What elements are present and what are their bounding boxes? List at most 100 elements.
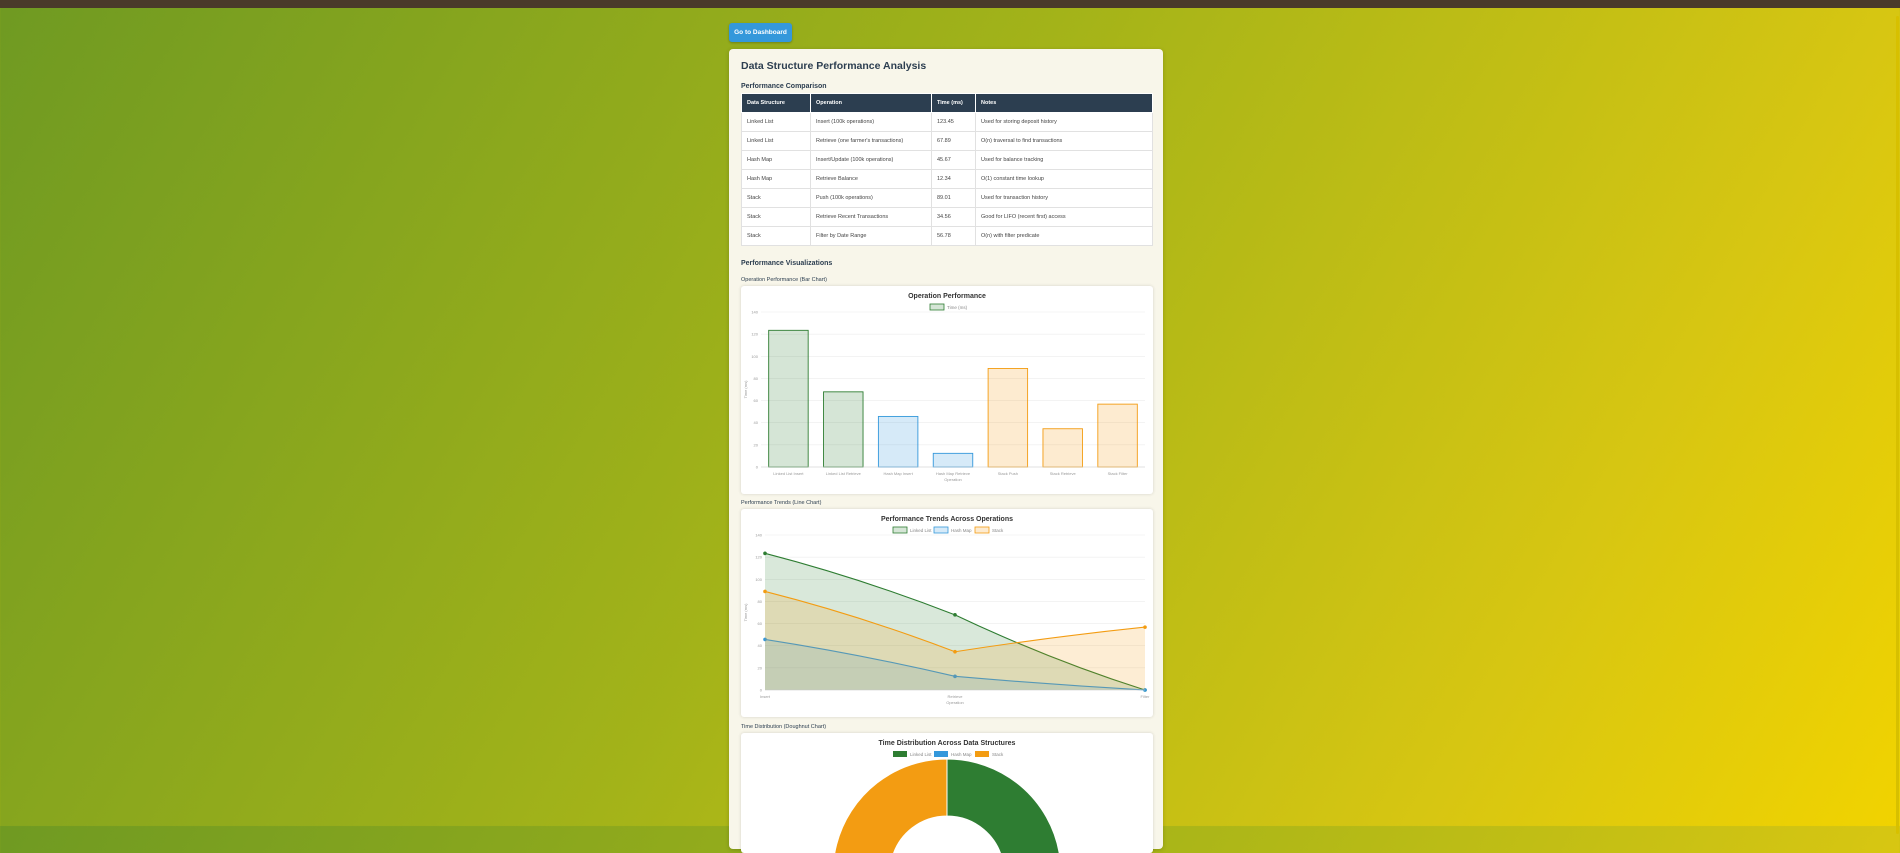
cell-operation: Retrieve Balance [810, 169, 932, 189]
bar [823, 391, 864, 468]
cell-data-structure: Hash Map [741, 150, 811, 170]
chart-title: Performance Trends Across Operations [881, 516, 1013, 523]
table-row: Linked List Retrieve (one farmer's trans… [741, 131, 1153, 151]
series-area [765, 591, 1145, 690]
comparison-heading: Performance Comparison [741, 83, 827, 90]
cell-time: 123.45 [931, 112, 976, 132]
bar-section-label: Operation Performance (Bar Chart) [741, 277, 827, 283]
line-section-label: Performance Trends (Line Chart) [741, 500, 822, 506]
column-header: Time (ms) [931, 93, 976, 113]
cell-time: 12.34 [931, 169, 976, 189]
cell-operation: Retrieve (one farmer's transactions) [810, 131, 932, 151]
y-tick-label: 140 [755, 533, 762, 538]
data-point [1143, 625, 1147, 629]
legend-label: Time (ms) [947, 305, 968, 310]
data-point [953, 649, 957, 654]
data-point [763, 551, 767, 556]
cell-time: 89.01 [931, 188, 976, 208]
performance-table: Data Structure Operation Time (ms) Notes… [741, 93, 1153, 246]
bar [768, 329, 809, 468]
bar-chart-card: Operation Performance Time (ms) 0 20 40 60 80 1… [741, 286, 1153, 494]
bar [877, 415, 919, 468]
x-axis-label: Operation [946, 700, 964, 705]
legend-swatch [893, 751, 907, 757]
y-tick-label: 120 [755, 555, 762, 560]
column-header: Data Structure [741, 93, 811, 113]
cell-notes: Used for transaction history [975, 188, 1153, 208]
column-header: Notes [975, 93, 1153, 113]
browser-top-strip [0, 0, 1900, 8]
table-row: Stack Push (100k operations) 89.01 Used … [741, 188, 1153, 208]
y-tick-label: 140 [751, 310, 758, 315]
data-point [763, 589, 767, 594]
chart-title: Operation Performance [908, 293, 986, 300]
cell-notes: Used for balance tracking [975, 150, 1153, 170]
legend-swatch [975, 751, 989, 757]
legend-label: Hash Map [951, 528, 972, 533]
doughnut-slice [834, 758, 948, 853]
x-tick-label: Stack Retrieve [1050, 471, 1077, 476]
x-tick-label: Filter [1141, 694, 1151, 699]
x-tick-label: Insert [760, 694, 771, 699]
y-tick-label: 20 [758, 665, 763, 670]
legend-swatch [929, 303, 945, 311]
x-tick-label: Stack Push [998, 471, 1018, 476]
series-area [765, 639, 1145, 690]
bar [932, 452, 974, 468]
doughnut-chart-card: Time Distribution Across Data Structures… [741, 733, 1153, 853]
legend-swatch [933, 526, 949, 534]
cell-notes: O(n) with filter predicate [975, 226, 1153, 246]
legend-swatch [892, 526, 908, 534]
page-scrollbar[interactable] [1894, 8, 1900, 834]
cell-time: 34.56 [931, 207, 976, 227]
cell-notes: Good for LIFO (recent first) access [975, 207, 1153, 227]
legend-swatch [974, 526, 990, 534]
y-tick-label: 100 [751, 354, 758, 359]
line-chart: Performance Trends Across Operations Link… [743, 516, 1151, 705]
doughnut-section-label: Time Distribution (Doughnut Chart) [741, 724, 827, 730]
cell-time: 45.67 [931, 150, 976, 170]
doughnut-slice [946, 758, 1060, 853]
y-tick-label: 120 [751, 332, 758, 337]
legend-label: Hash Map [951, 752, 972, 757]
x-tick-label: Linked List Insert [773, 471, 804, 476]
y-tick-label: 80 [758, 599, 763, 604]
scrollbar-thumb[interactable] [1896, 16, 1899, 834]
y-tick-label: 0 [756, 465, 759, 470]
table-row: Stack Retrieve Recent Transactions 34.56… [741, 207, 1153, 227]
cell-data-structure: Stack [741, 226, 811, 246]
cell-data-structure: Stack [741, 188, 811, 208]
cell-data-structure: Stack [741, 207, 811, 227]
x-tick-label: Linked List Retrieve [826, 471, 862, 476]
y-axis-label: Time (ms) [743, 380, 748, 399]
table-row: Linked List Insert (100k operations) 123… [741, 112, 1153, 132]
x-tick-label: Stack Filter [1108, 471, 1129, 476]
legend-swatch [934, 751, 948, 757]
cell-data-structure: Linked List [741, 112, 811, 132]
line-chart-card: Performance Trends Across Operations Link… [741, 509, 1153, 717]
cell-time: 56.78 [931, 226, 976, 246]
x-tick-label: Retrieve [948, 694, 964, 699]
cell-operation: Insert/Update (100k operations) [810, 150, 932, 170]
legend-label: Linked List [910, 752, 932, 757]
cell-notes: O(n) traversal to find transactions [975, 131, 1153, 151]
bar [1097, 403, 1138, 468]
column-header: Operation [810, 93, 932, 113]
y-tick-label: 60 [754, 398, 759, 403]
page-title: Data Structure Performance Analysis [741, 60, 927, 72]
x-tick-label: Hash Map Insert [883, 471, 913, 476]
cell-operation: Insert (100k operations) [810, 112, 932, 132]
data-point [953, 613, 957, 617]
cell-data-structure: Hash Map [741, 169, 811, 189]
y-tick-label: 60 [758, 621, 763, 626]
data-point [953, 674, 957, 679]
go-to-dashboard-button[interactable]: Go to Dashboard [729, 23, 792, 42]
legend-label: Linked List [910, 528, 932, 533]
table-row: Stack Filter by Date Range 56.78 O(n) wi… [741, 226, 1153, 246]
y-tick-label: 100 [755, 577, 762, 582]
cell-data-structure: Linked List [741, 131, 811, 151]
data-point [763, 637, 767, 642]
bar [987, 368, 1029, 468]
table-row: Hash Map Insert/Update (100k operations)… [741, 150, 1153, 170]
y-tick-label: 40 [758, 643, 763, 648]
